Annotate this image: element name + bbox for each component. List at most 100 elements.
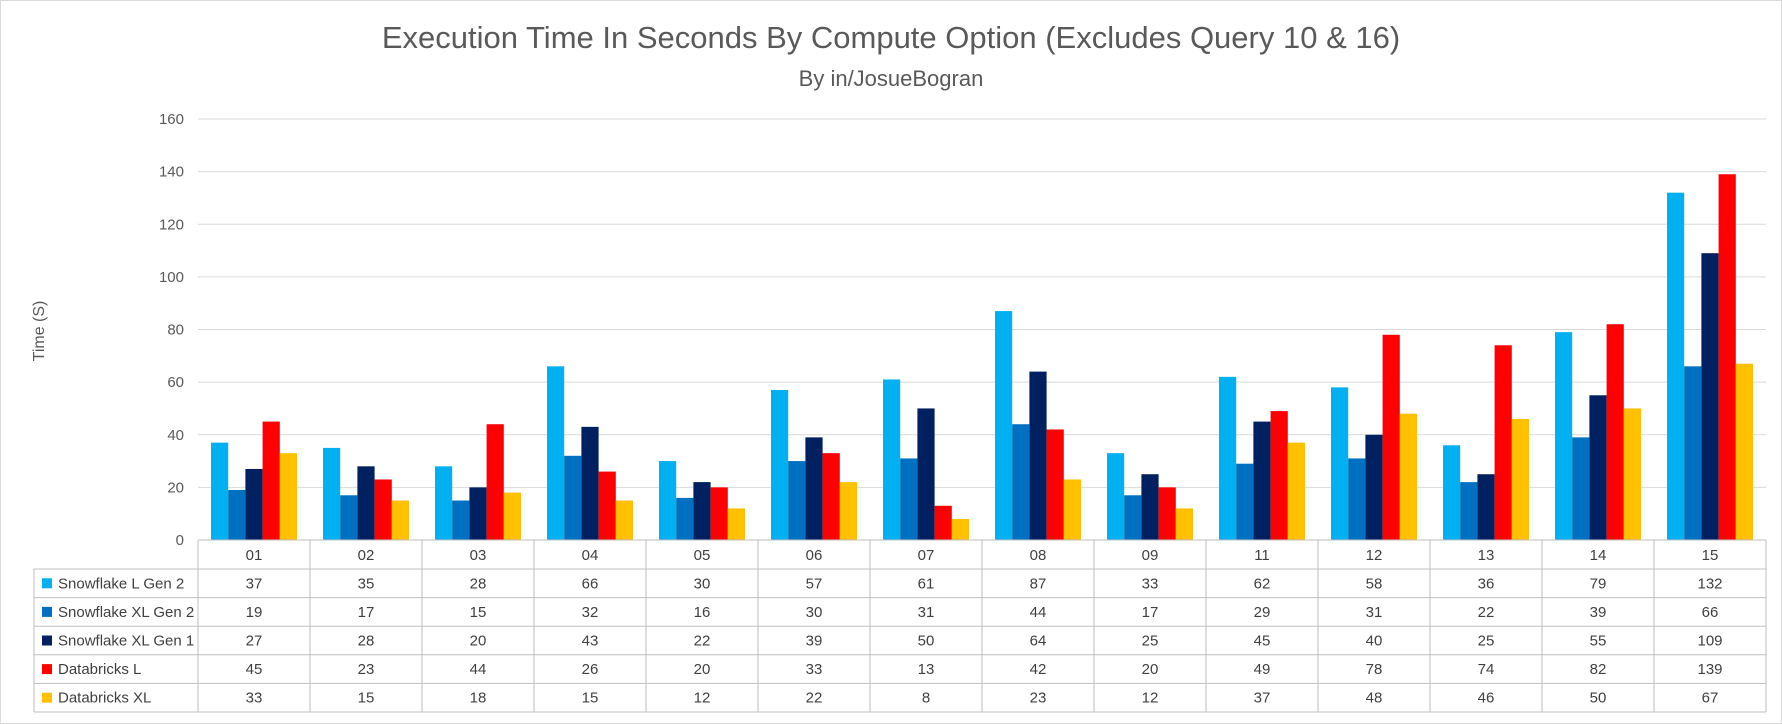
bar [771, 390, 789, 540]
data-label: 66 [582, 575, 599, 592]
y-tick-label: 0 [176, 532, 184, 549]
data-label: 40 [1366, 633, 1383, 650]
data-label: 46 [1478, 690, 1495, 707]
data-label: 42 [1030, 661, 1047, 678]
data-label: 37 [1254, 690, 1271, 707]
x-tick-label: 15 [1702, 547, 1719, 564]
bar [900, 458, 918, 540]
bar [1287, 442, 1305, 540]
legend-entry: Databricks XL [58, 690, 151, 707]
x-tick-label: 11 [1254, 547, 1270, 564]
legend-swatch [42, 578, 52, 589]
bar [503, 492, 521, 540]
data-label: 20 [1142, 661, 1159, 678]
x-tick-label: 01 [246, 547, 263, 564]
legend-entry: Snowflake L Gen 2 [58, 575, 184, 592]
bar [788, 461, 806, 540]
data-label: 55 [1590, 633, 1607, 650]
bar [1063, 479, 1081, 540]
bar [1684, 366, 1702, 540]
x-tick-label: 02 [358, 547, 375, 564]
data-label: 39 [1590, 604, 1607, 621]
bar [1270, 411, 1288, 540]
x-tick-label: 14 [1590, 547, 1607, 564]
data-label: 43 [582, 633, 599, 650]
data-label: 45 [246, 661, 263, 678]
data-label: 64 [1030, 633, 1047, 650]
data-label: 28 [470, 575, 487, 592]
data-label: 109 [1697, 633, 1722, 650]
data-label: 48 [1366, 690, 1383, 707]
y-tick-label: 40 [167, 427, 184, 444]
bar [1253, 421, 1271, 540]
data-label: 18 [470, 690, 487, 707]
y-tick-label: 120 [159, 216, 184, 233]
bar [615, 500, 633, 540]
bar [676, 497, 694, 540]
bar [1443, 445, 1461, 540]
bar [951, 518, 969, 540]
bar [1029, 371, 1047, 540]
bar [374, 479, 392, 540]
bar [581, 426, 599, 540]
data-label: 30 [694, 575, 711, 592]
bar [1555, 332, 1573, 540]
bar [805, 437, 823, 540]
x-tick-label: 12 [1366, 547, 1383, 564]
bar [659, 461, 677, 540]
data-label: 33 [806, 661, 823, 678]
bar [1219, 376, 1237, 540]
bar [1382, 334, 1400, 540]
data-label: 20 [470, 633, 487, 650]
bar [1107, 453, 1125, 540]
y-tick-label: 60 [167, 374, 184, 391]
bar [598, 471, 616, 540]
data-label: 37 [246, 575, 263, 592]
data-label: 31 [918, 604, 935, 621]
bar [1331, 387, 1349, 540]
data-label: 15 [470, 604, 487, 621]
x-tick-label: 08 [1030, 547, 1047, 564]
bar [1606, 324, 1624, 540]
y-tick-label: 100 [159, 269, 184, 286]
bar [245, 468, 263, 540]
y-axis-ticks: 0 20 40 60 80 100 120 140 160 [159, 111, 184, 549]
bar [1718, 174, 1736, 540]
data-label: 79 [1590, 575, 1607, 592]
data-label: 39 [806, 633, 823, 650]
chart-subtitle: By in/JosueBogran [799, 66, 984, 91]
legend-entry: Snowflake XL Gen 2 [58, 604, 194, 621]
y-tick-label: 140 [159, 164, 184, 181]
data-label: 17 [1142, 604, 1159, 621]
data-label: 78 [1366, 661, 1383, 678]
data-label: 8 [922, 690, 930, 707]
bar [262, 421, 280, 540]
data-label: 15 [358, 690, 375, 707]
data-label: 50 [1590, 690, 1607, 707]
data-label: 82 [1590, 661, 1607, 678]
data-label: 45 [1254, 633, 1271, 650]
bar [839, 482, 857, 540]
data-label: 62 [1254, 575, 1271, 592]
bar [1012, 424, 1030, 540]
data-label: 36 [1478, 575, 1495, 592]
data-label: 30 [806, 604, 823, 621]
data-label: 67 [1702, 690, 1719, 707]
data-label: 33 [246, 690, 263, 707]
bar [469, 487, 487, 540]
data-label: 35 [358, 575, 375, 592]
legend-swatch [42, 664, 52, 675]
bar [710, 487, 728, 540]
bar [693, 482, 711, 540]
bar [1141, 474, 1159, 540]
data-label: 22 [1478, 604, 1495, 621]
bar [340, 495, 358, 540]
x-tick-label: 06 [806, 547, 823, 564]
x-tick-label: 05 [694, 547, 711, 564]
bar [323, 447, 341, 540]
data-label: 12 [1142, 690, 1159, 707]
data-label: 44 [1030, 604, 1047, 621]
bar [1477, 474, 1495, 540]
